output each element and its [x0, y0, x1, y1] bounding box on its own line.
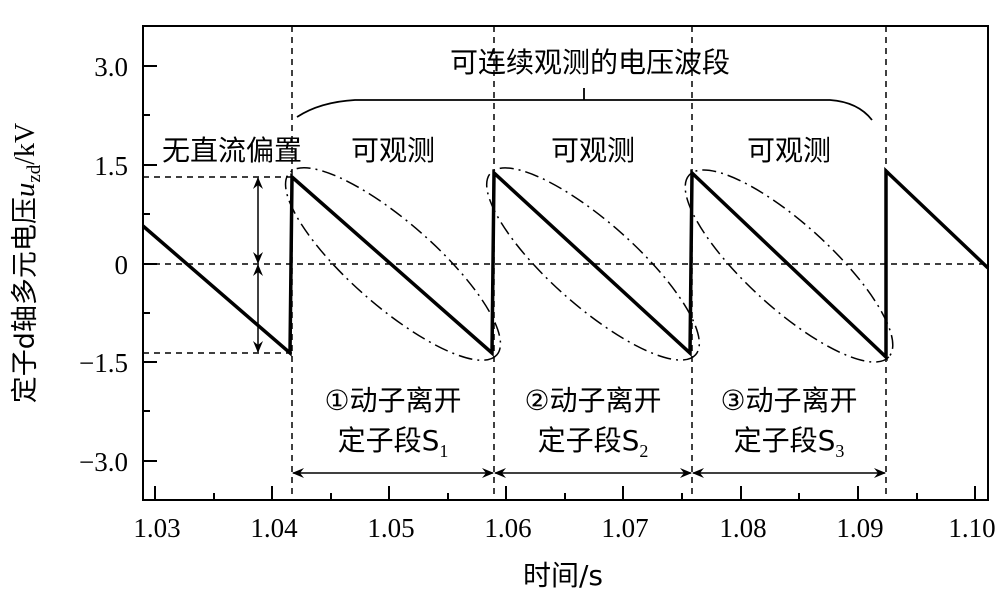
envelope-2: [485, 167, 701, 361]
y-tick-label: 3.0: [94, 52, 128, 82]
observable-label-2: 可观测: [551, 134, 635, 167]
segment-1-line2: 定子段S1: [338, 424, 449, 461]
segment-3-line1: ③动子离开: [720, 384, 857, 417]
segment-2-line2: 定子段S2: [538, 424, 649, 461]
observable-brace: [296, 88, 873, 121]
x-tick-label: 1.05: [367, 513, 414, 543]
x-tick-label: 1.07: [601, 513, 648, 543]
y-tick-label: 1.5: [94, 151, 128, 181]
y-tick-label: 0: [115, 250, 129, 280]
y-axis-title: 定子d轴多元电压uzd/kV: [9, 123, 45, 404]
no-dc-bias-label: 无直流偏置: [162, 134, 302, 167]
envelope-1: [284, 167, 502, 361]
x-tick-label: 1.10: [948, 513, 995, 543]
segment-labels: ①动子离开 定子段S1 ②动子离开 定子段S2 ③动子离开 定子段S3: [324, 384, 857, 461]
y-tick-label: −3.0: [79, 447, 128, 477]
uzd-waveform: [141, 166, 990, 362]
y-axis-tick-labels: 3.0 1.5 0 −1.5 −3.0: [79, 52, 128, 477]
observable-label-3: 可观测: [747, 134, 831, 167]
x-axis-ticks: [154, 486, 976, 500]
x-tick-label: 1.06: [484, 513, 531, 543]
x-tick-label: 1.03: [133, 513, 180, 543]
envelope-3: [684, 169, 894, 363]
x-tick-label: 1.08: [719, 513, 766, 543]
y-axis-ticks: [143, 65, 157, 462]
segment-1-line1: ①动子离开: [324, 384, 461, 417]
observable-label-1: 可观测: [351, 134, 435, 167]
y-tick-label: −1.5: [79, 348, 128, 378]
segment-3-line2: 定子段S3: [734, 424, 845, 461]
observable-envelopes: [284, 167, 894, 363]
continuous-observation-label: 可连续观测的电压波段: [450, 46, 730, 79]
segment-2-line1: ②动子离开: [524, 384, 661, 417]
x-tick-label: 1.09: [836, 513, 883, 543]
x-tick-label: 1.04: [250, 513, 298, 543]
x-axis-tick-labels: 1.03 1.04 1.05 1.06 1.07 1.08 1.09 1.10: [133, 513, 995, 543]
x-axis-title: 时间/s: [523, 559, 603, 592]
